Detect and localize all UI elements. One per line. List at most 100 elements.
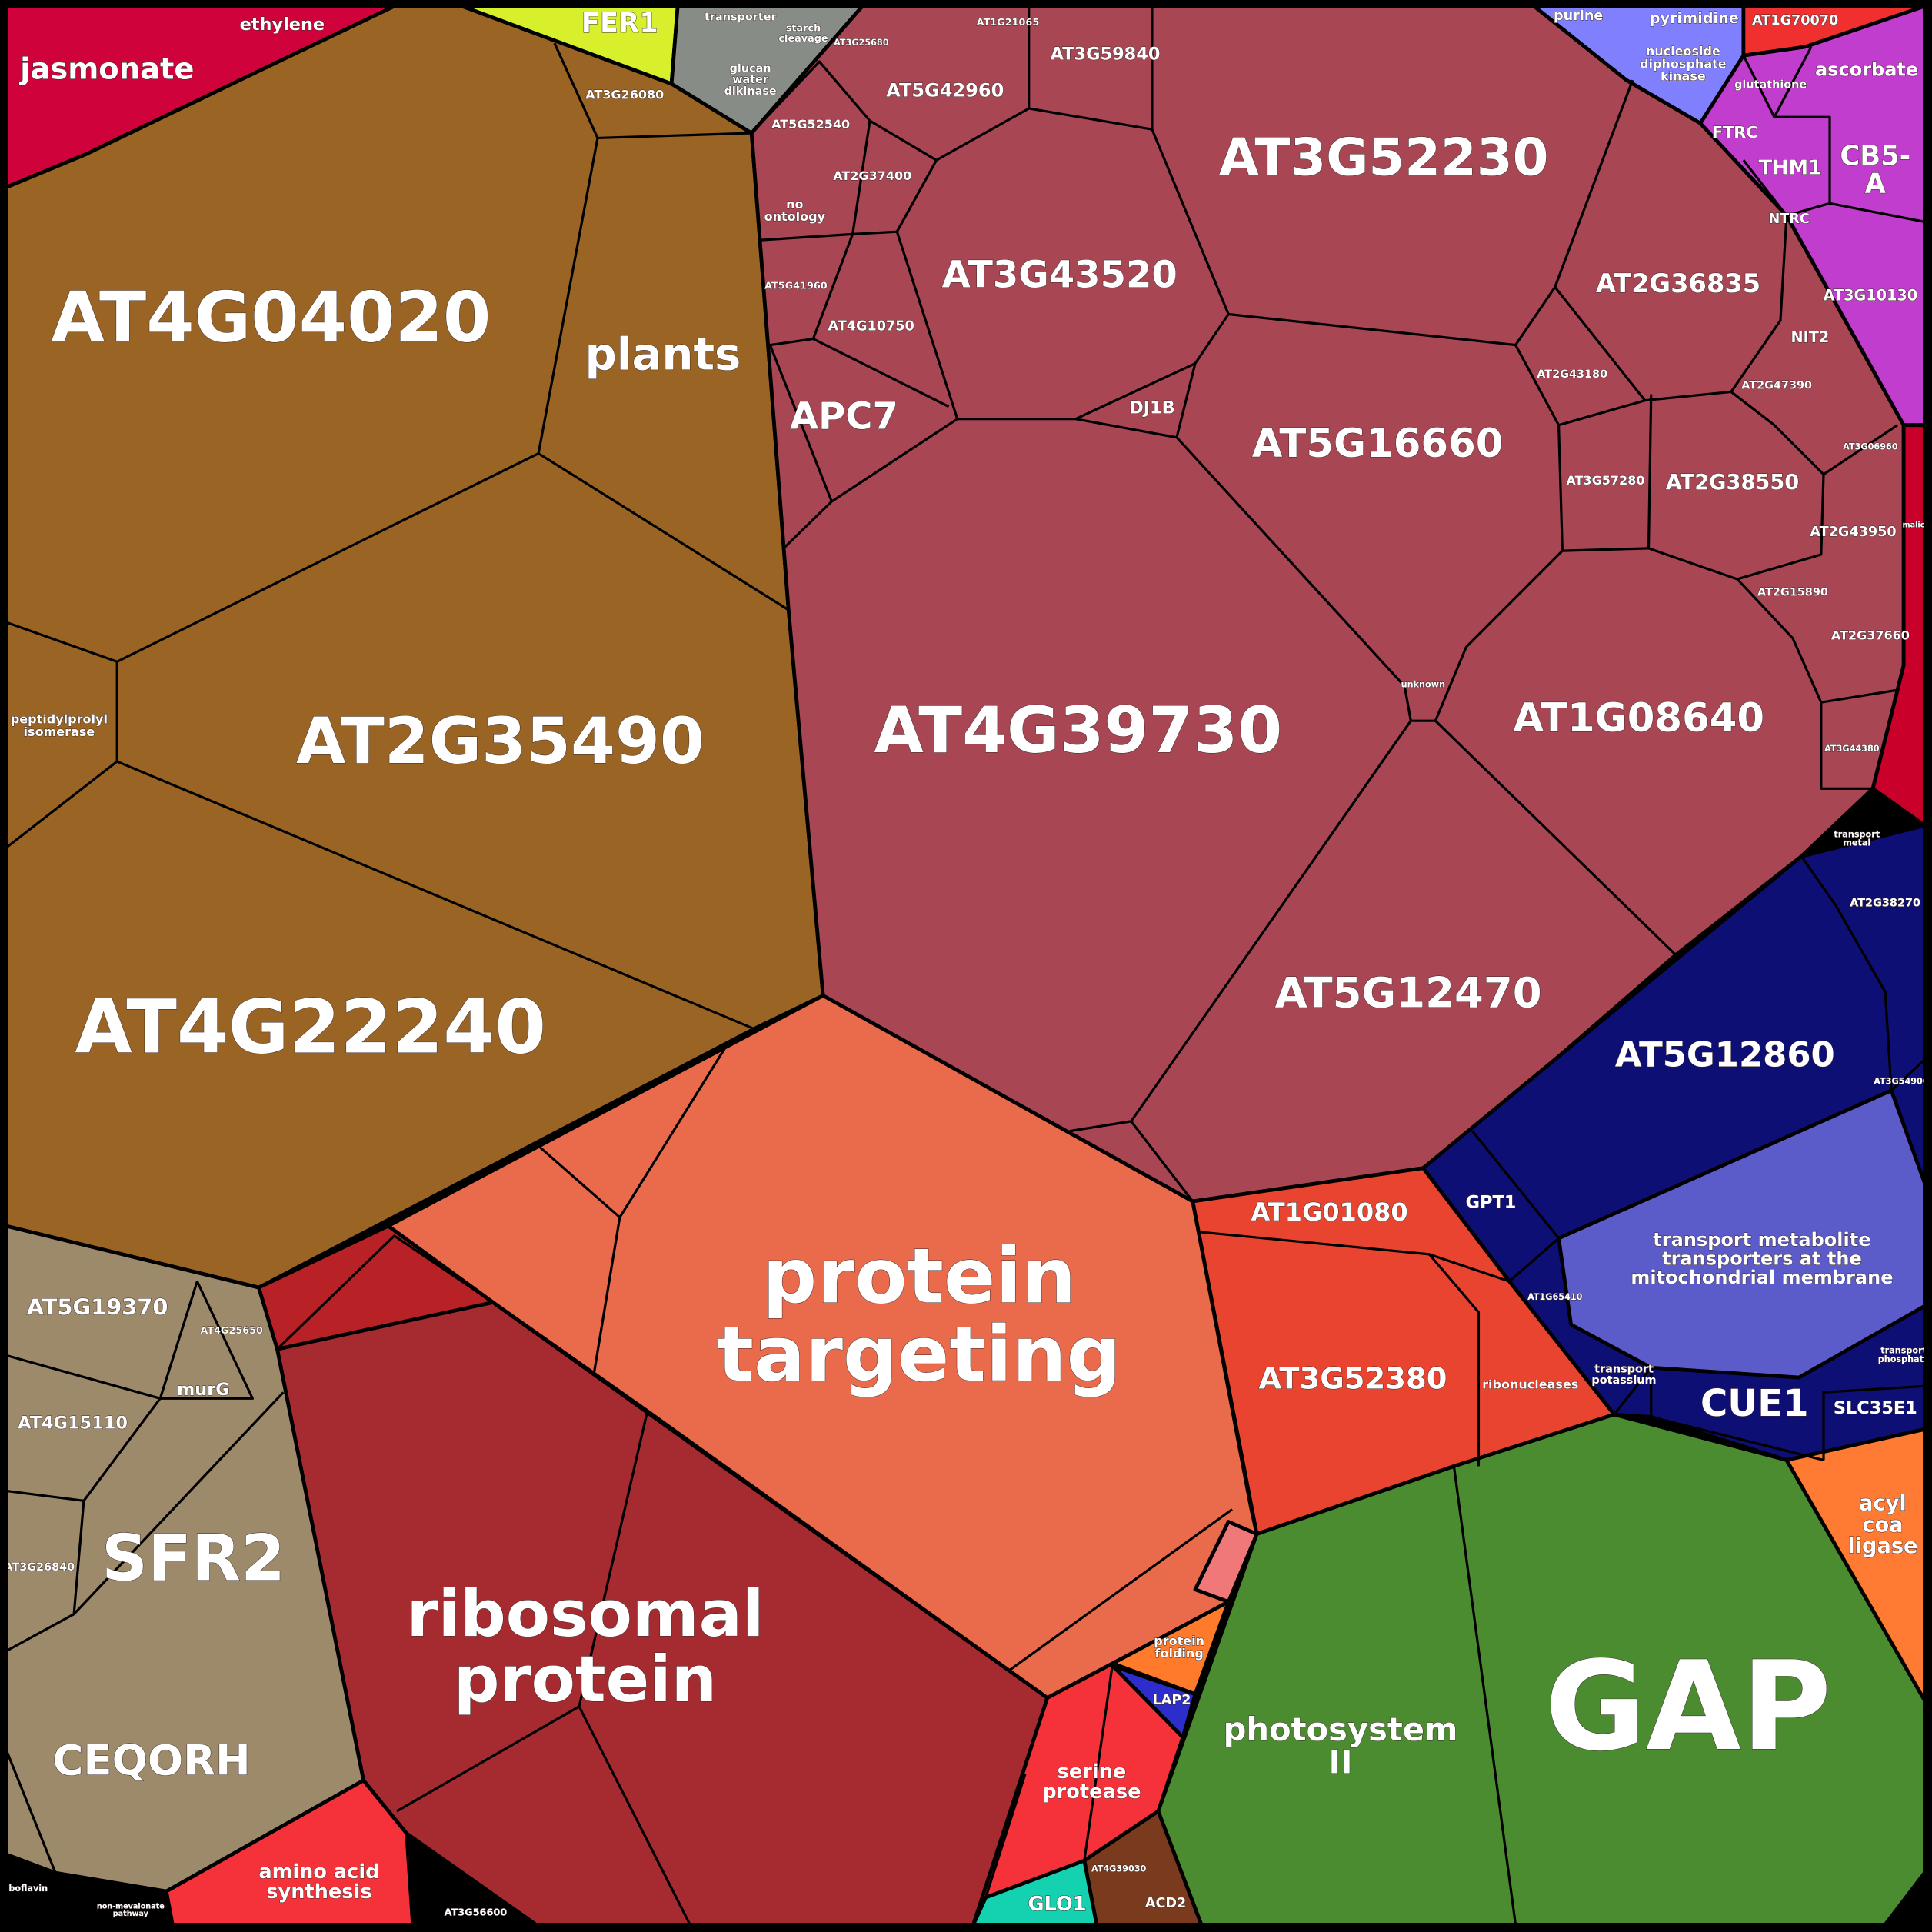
cell-label: AT5G52540 [771,116,850,131]
cell-label: ribonucleases [1482,1377,1578,1391]
cell-label: non-mevalonate pathway [97,1902,165,1918]
cell-label: AT5G16660 [1252,421,1504,467]
label-line: AT4G22240 [75,984,546,1071]
label-line: AT5G16660 [1252,421,1504,467]
label-line: AT1G21065 [977,16,1040,28]
cell-label: GPT1 [1466,1192,1517,1212]
label-line: targeting [718,1311,1121,1399]
cell-border [935,107,1153,162]
label-line: AT1G08640 [1513,695,1764,741]
cell-border [5,621,118,663]
cell-label: SFR2 [102,1521,285,1595]
cell-border [592,1217,621,1374]
label-line: AT2G38270 [1850,897,1920,909]
cell-border [1650,1367,1824,1461]
cell-label: SLC35E1 [1834,1398,1917,1418]
label-line: transport metabolite [1653,1229,1870,1251]
label-line: protease [1042,1780,1141,1804]
label-line: transport [1834,829,1880,839]
label-line: water [732,74,769,86]
cell-border [1800,855,1893,1091]
cell-label: CB5-A [1840,141,1910,200]
cell-border [1428,1253,1481,1467]
cell-label: DJ1B [1129,398,1175,418]
label-line: AT5G12470 [1275,968,1542,1018]
label-line: dikinase [724,85,777,98]
cell-label: FER1 [581,8,658,39]
cell-border [1471,1130,1560,1240]
cell-label: AT3G06960 [1843,442,1898,452]
label-line: ligase [1847,1534,1917,1558]
label-line: protein [762,1233,1076,1321]
label-line: riboflavin [2,1884,48,1894]
label-line: II [1329,1744,1353,1781]
label-line: AT2G15890 [1757,587,1828,599]
cell-label: photosystem II [1224,1710,1458,1780]
cell-label: glutathione [1734,79,1807,92]
label-line: pyrimidine [1650,9,1739,27]
cell-border [1009,1508,1233,1671]
label-line: kinase [1661,68,1706,83]
cell-label: murG [177,1380,230,1400]
cell-border [5,1501,85,1653]
cell-border [851,120,871,235]
cell-border [1648,474,1825,581]
cell-border [812,338,950,408]
cell-border [1736,578,1898,704]
cell-border [1822,1384,1925,1461]
cell-label: AT2G43950 [1810,525,1896,540]
cell-border [1069,1120,1131,1133]
label-line: AT3G06960 [1843,442,1898,452]
label-line: AT5G41960 [764,280,828,291]
label-line: protein [1154,1633,1204,1647]
label-line: CEQORH [52,1736,250,1785]
label-line: photosystem [1224,1710,1458,1748]
label-line: AT4G15110 [18,1413,128,1433]
cell-label: AT3G44380 [1824,744,1880,754]
label-line: ethylene [240,15,325,35]
cell-label: CUE1 [1700,1382,1809,1425]
cell-label: AT3G10130 [1824,286,1918,304]
label-line: glutathione [1734,79,1807,92]
label-line: AT3G59840 [1051,44,1161,64]
label-line: mitochondrial membrane [1631,1267,1893,1288]
label-line: coa [1862,1513,1903,1537]
cell-border [396,1705,580,1813]
cell-label: AT5G41960 [764,280,828,291]
cell-label: AT3G59840 [1051,44,1161,64]
label-line: AT3G10130 [1824,286,1918,304]
region [164,1778,415,1927]
label-line: AT4G39030 [1091,1864,1147,1874]
label-line: glucan [730,62,771,75]
cell-label: NIT2 [1791,328,1830,345]
cell-border [1820,702,1874,790]
label-line: murG [177,1380,230,1400]
cell-label: purine [1554,8,1603,24]
label-line: AT3G25680 [834,38,889,48]
cell-label: AT2G38550 [1666,471,1799,495]
cell-borders [5,6,1926,1926]
cell-border [1890,1058,1926,1091]
cell-label: jasmonate [18,52,194,86]
cell-border [1452,1466,1517,1925]
cell-border [578,1413,691,1926]
cell-label: protein folding [1154,1633,1204,1660]
cell-label: transport metabolite transporters at the m… [1631,1229,1893,1288]
label-line: GLO1 [1028,1893,1087,1916]
label-line: purine [1554,8,1603,24]
cell-label: GAP [1544,1634,1831,1778]
cell-label: nucleoside diphosphate kinase [1640,43,1727,83]
label-line: pathway [113,1910,149,1918]
cell-label: AT5G19370 [27,1294,168,1320]
cell-border [984,1774,1027,1898]
cell-label: AT2G37400 [833,168,911,183]
cell-label: FTRC [1712,123,1758,142]
region [1557,1088,1927,1380]
cell-label: AT2G15890 [1757,587,1828,599]
cell-label: THM1 [1759,156,1822,179]
label-line: acyl [1859,1491,1907,1515]
label-line: ontology [764,209,826,224]
label-line: jasmonate [18,52,194,86]
